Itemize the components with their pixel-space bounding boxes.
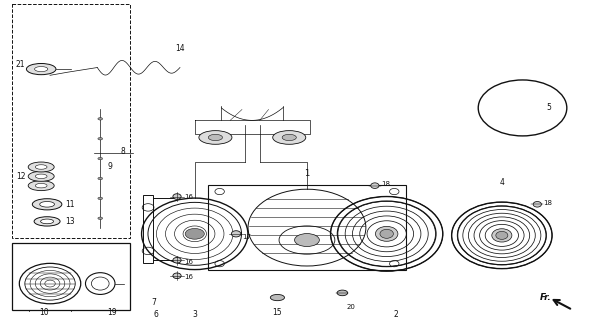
Text: 17: 17 <box>242 234 251 240</box>
Ellipse shape <box>496 231 508 239</box>
Ellipse shape <box>533 202 541 207</box>
Ellipse shape <box>40 202 55 207</box>
Bar <box>208 185 406 270</box>
Ellipse shape <box>273 131 306 144</box>
Text: 5: 5 <box>546 103 551 112</box>
Ellipse shape <box>98 138 103 140</box>
Ellipse shape <box>337 290 348 296</box>
Ellipse shape <box>28 171 54 181</box>
Text: 19: 19 <box>107 308 117 317</box>
Ellipse shape <box>34 217 60 226</box>
Text: 15: 15 <box>272 308 282 317</box>
Text: 20: 20 <box>347 304 356 310</box>
Ellipse shape <box>199 131 232 144</box>
Text: 16: 16 <box>185 274 194 280</box>
Ellipse shape <box>173 258 181 263</box>
Text: 18: 18 <box>543 200 552 206</box>
Ellipse shape <box>98 117 103 120</box>
Text: 6: 6 <box>154 310 159 319</box>
Text: 9: 9 <box>108 163 113 172</box>
Text: 12: 12 <box>16 172 26 181</box>
Bar <box>12 4 130 238</box>
Ellipse shape <box>26 63 56 75</box>
Text: 21: 21 <box>16 60 26 69</box>
Ellipse shape <box>32 199 62 210</box>
Bar <box>143 195 153 263</box>
Text: 2: 2 <box>393 310 398 319</box>
Bar <box>12 243 130 310</box>
Ellipse shape <box>98 217 103 220</box>
Text: 16: 16 <box>185 194 194 200</box>
Ellipse shape <box>185 228 204 239</box>
Bar <box>12 4 130 238</box>
Ellipse shape <box>98 177 103 180</box>
Ellipse shape <box>282 134 296 140</box>
Ellipse shape <box>35 165 47 169</box>
Ellipse shape <box>41 219 54 224</box>
Text: 14: 14 <box>175 44 185 53</box>
Ellipse shape <box>28 181 54 191</box>
Ellipse shape <box>98 157 103 160</box>
Ellipse shape <box>209 134 223 140</box>
Ellipse shape <box>380 229 393 238</box>
Ellipse shape <box>35 183 47 188</box>
Text: 3: 3 <box>192 310 197 319</box>
Ellipse shape <box>371 183 379 188</box>
Ellipse shape <box>492 229 512 242</box>
Text: Fr.: Fr. <box>541 293 552 302</box>
Ellipse shape <box>173 194 181 199</box>
Ellipse shape <box>35 174 47 179</box>
Bar <box>12 243 130 310</box>
Text: 1: 1 <box>305 169 309 178</box>
Ellipse shape <box>376 226 398 241</box>
Ellipse shape <box>294 234 319 246</box>
Text: 13: 13 <box>65 217 74 226</box>
Ellipse shape <box>271 294 285 301</box>
Ellipse shape <box>232 231 241 237</box>
Text: 10: 10 <box>40 308 49 317</box>
Ellipse shape <box>28 162 54 172</box>
Text: 4: 4 <box>499 178 504 187</box>
Text: 16: 16 <box>185 259 194 265</box>
Text: 8: 8 <box>121 147 126 156</box>
Text: 7: 7 <box>151 298 156 307</box>
Ellipse shape <box>98 197 103 200</box>
Text: 11: 11 <box>65 200 74 209</box>
Ellipse shape <box>35 67 48 72</box>
Ellipse shape <box>173 273 181 279</box>
Text: 18: 18 <box>381 181 390 187</box>
